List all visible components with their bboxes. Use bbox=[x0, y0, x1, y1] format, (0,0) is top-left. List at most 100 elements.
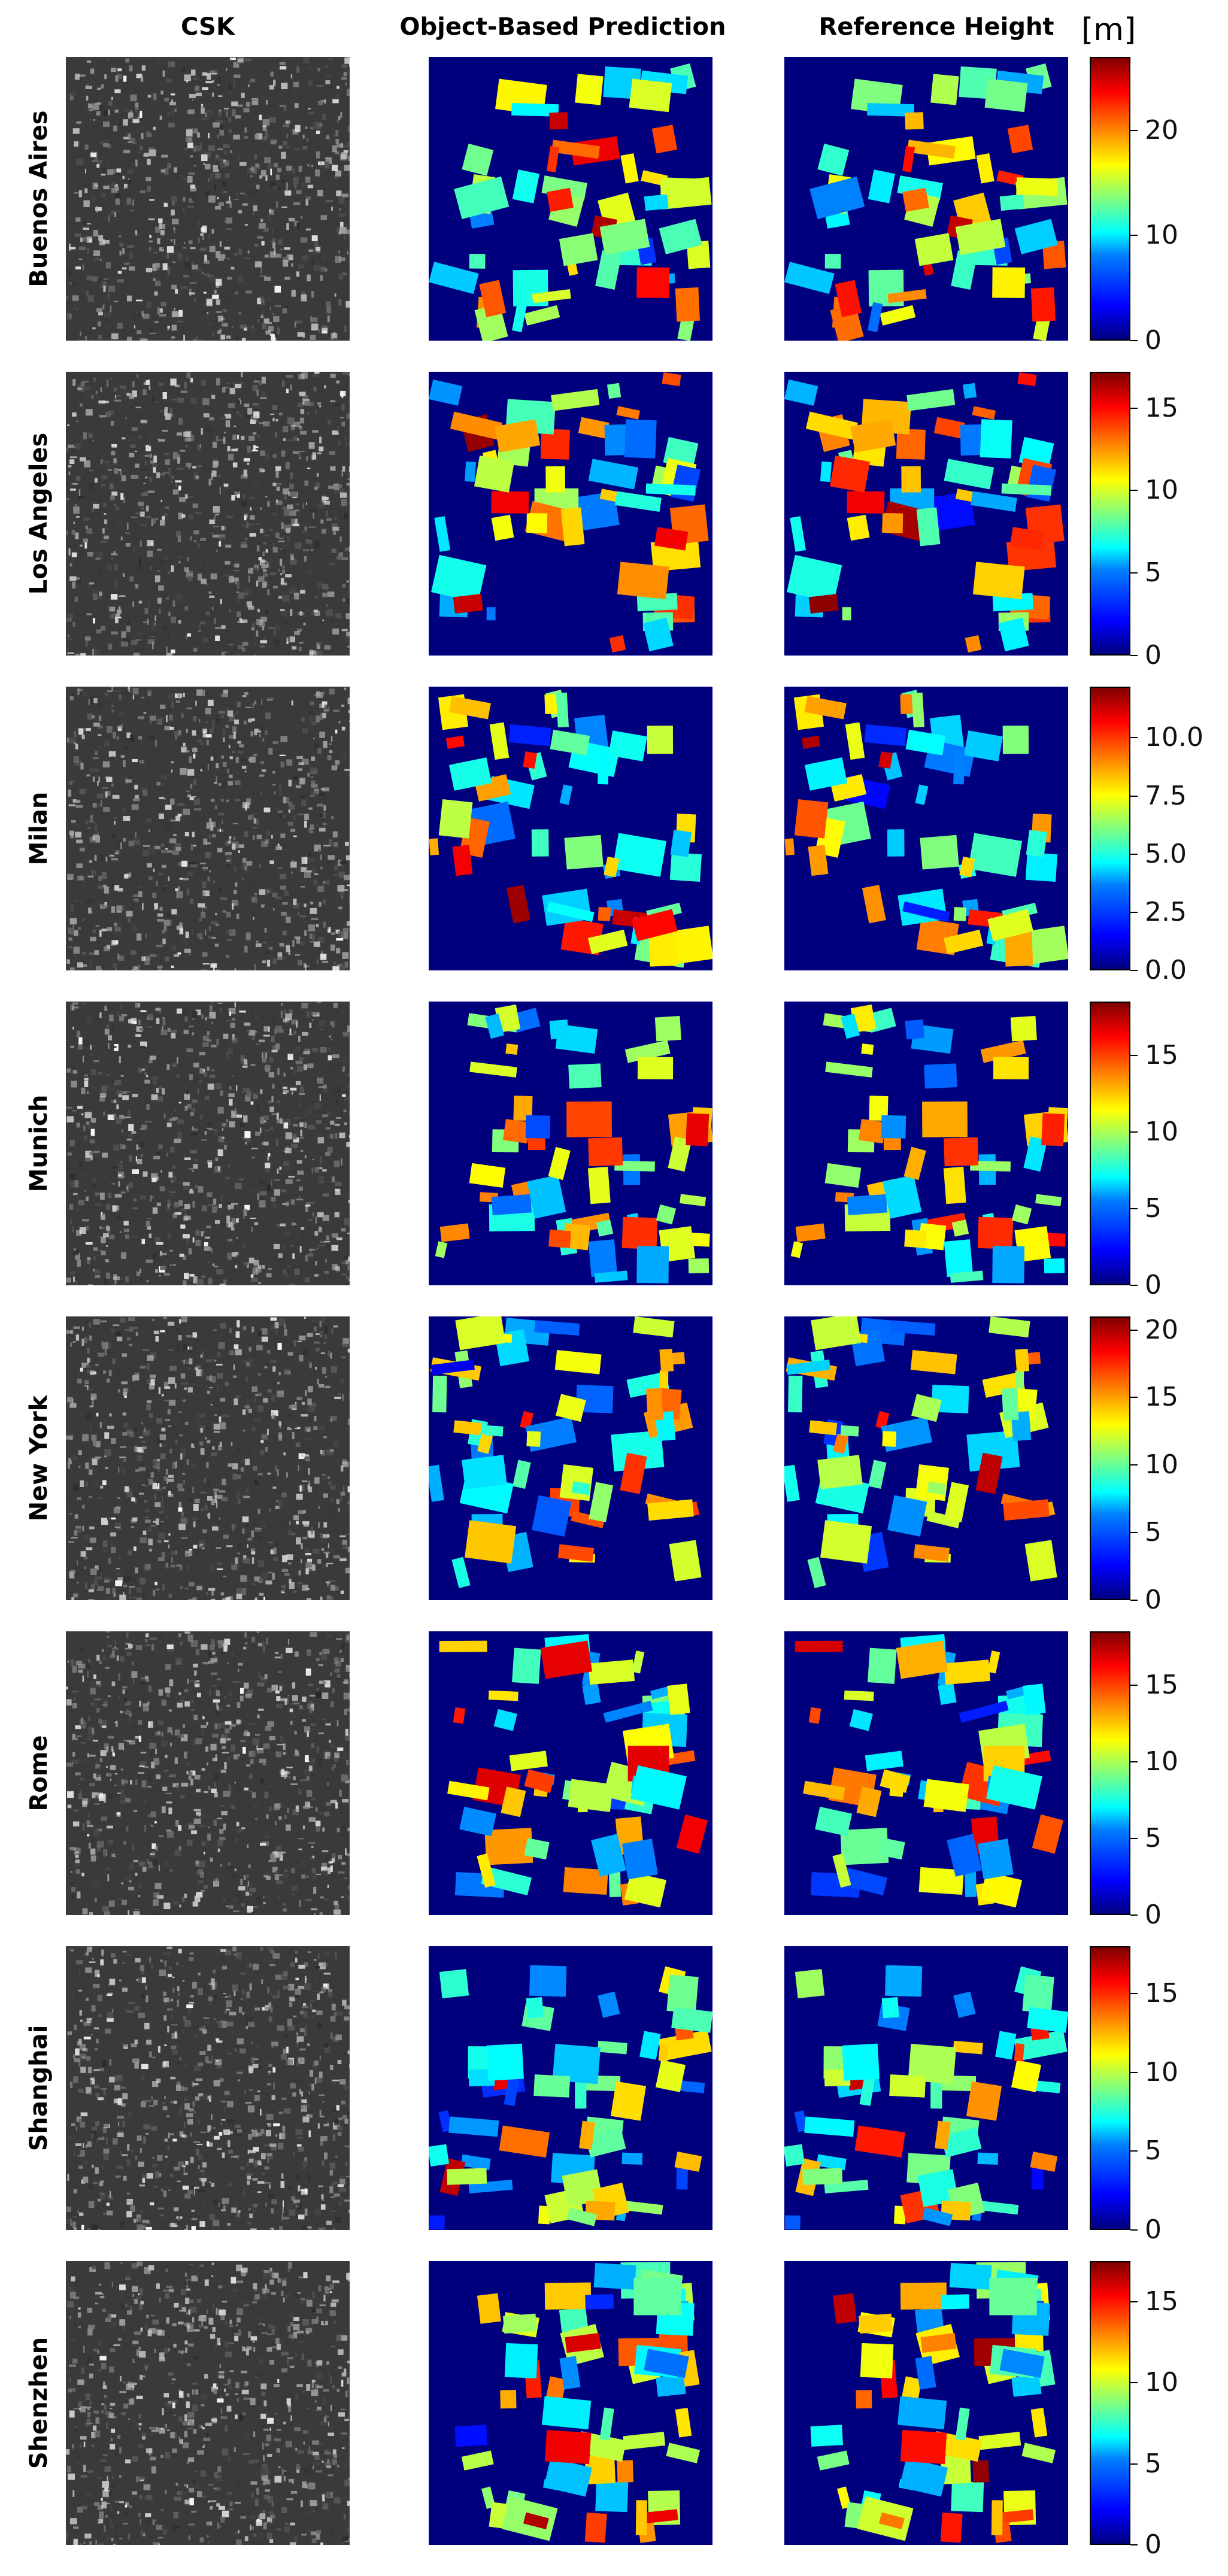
buenos-aires-reference-map bbox=[784, 57, 1068, 341]
tick-label: 0 bbox=[1145, 640, 1162, 670]
tick-label: 0 bbox=[1145, 1900, 1162, 1930]
tick-label: 5 bbox=[1145, 2448, 1162, 2479]
tick-mark bbox=[1130, 340, 1138, 341]
tick-mark bbox=[1130, 655, 1138, 656]
tick-mark bbox=[1130, 490, 1138, 491]
tick-mark bbox=[1130, 1600, 1138, 1601]
tick-mark bbox=[1130, 853, 1138, 855]
tick-label: 10 bbox=[1145, 1116, 1178, 1147]
tick-label: 5 bbox=[1145, 1822, 1162, 1853]
column-header-csk: CSK bbox=[181, 13, 235, 41]
row-label-shanghai: Shanghai bbox=[18, 1946, 60, 2230]
tick-mark bbox=[1130, 2229, 1138, 2231]
tick-label: 0 bbox=[1145, 325, 1162, 356]
row-label-new-york: New York bbox=[18, 1316, 60, 1600]
colorbar-new-york bbox=[1090, 1316, 1130, 1600]
tick-mark bbox=[1130, 795, 1138, 797]
los-angeles-csk-image bbox=[66, 372, 350, 656]
tick-mark bbox=[1130, 1285, 1138, 1286]
colorbar-buenos-aires bbox=[1090, 57, 1130, 341]
tick-label: 5 bbox=[1145, 1517, 1162, 1548]
munich-prediction-map bbox=[429, 1002, 712, 1285]
tick-label: 15 bbox=[1145, 1382, 1178, 1413]
los-angeles-prediction-map bbox=[429, 372, 712, 656]
tick-mark bbox=[1130, 2150, 1138, 2152]
tick-mark bbox=[1130, 1397, 1138, 1398]
tick-label: 10 bbox=[1145, 2056, 1178, 2087]
buenos-aires-csk-image bbox=[66, 57, 350, 341]
row-label-text: Milan bbox=[25, 791, 53, 866]
tick-label: 0 bbox=[1145, 1270, 1162, 1300]
row-label-text: Los Angeles bbox=[25, 432, 53, 595]
tick-mark bbox=[1130, 2463, 1138, 2465]
tick-mark bbox=[1130, 1993, 1138, 1994]
milan-reference-map bbox=[784, 687, 1068, 970]
tick-label: 15 bbox=[1145, 2286, 1178, 2317]
tick-label: 15 bbox=[1145, 1978, 1178, 2008]
tick-label: 10 bbox=[1145, 1746, 1178, 1777]
tick-mark bbox=[1130, 572, 1138, 574]
rome-prediction-map bbox=[429, 1631, 712, 1915]
tick-mark bbox=[1130, 1131, 1138, 1133]
tick-mark bbox=[1130, 407, 1138, 409]
tick-label: 0 bbox=[1145, 2529, 1162, 2560]
colorbar-los-angeles bbox=[1090, 372, 1130, 656]
shenzhen-reference-map bbox=[784, 2261, 1068, 2545]
tick-label: 0 bbox=[1145, 2214, 1162, 2245]
tick-label: 10 bbox=[1145, 475, 1178, 506]
row-label-text: New York bbox=[25, 1395, 53, 1522]
tick-label: 10.0 bbox=[1145, 722, 1203, 753]
shanghai-csk-image bbox=[66, 1946, 350, 2230]
tick-label: 7.5 bbox=[1145, 780, 1187, 811]
shanghai-reference-map bbox=[784, 1946, 1068, 2230]
row-label-shenzhen: Shenzhen bbox=[18, 2261, 60, 2545]
colorbar-rome bbox=[1090, 1631, 1130, 1915]
tick-label: 2.5 bbox=[1145, 896, 1187, 927]
tick-mark bbox=[1130, 1464, 1138, 1466]
tick-label: 0.0 bbox=[1145, 955, 1187, 985]
rome-csk-image bbox=[66, 1631, 350, 1915]
tick-label: 5 bbox=[1145, 557, 1162, 588]
shanghai-prediction-map bbox=[429, 1946, 712, 2230]
munich-reference-map bbox=[784, 1002, 1068, 1285]
shenzhen-prediction-map bbox=[429, 2261, 712, 2545]
row-label-text: Munich bbox=[25, 1094, 53, 1193]
row-label-milan: Milan bbox=[18, 687, 60, 970]
tick-mark bbox=[1130, 2382, 1138, 2384]
shenzhen-csk-image bbox=[66, 2261, 350, 2545]
tick-label: 20 bbox=[1145, 114, 1178, 145]
tick-label: 20 bbox=[1145, 1314, 1178, 1345]
tick-mark bbox=[1130, 2544, 1138, 2545]
colorbar-milan bbox=[1090, 687, 1130, 970]
row-label-rome: Rome bbox=[18, 1631, 60, 1915]
new-york-csk-image bbox=[66, 1316, 350, 1600]
tick-mark bbox=[1130, 235, 1138, 236]
tick-label: 15 bbox=[1145, 1039, 1178, 1070]
tick-mark bbox=[1130, 2071, 1138, 2073]
tick-mark bbox=[1130, 1329, 1138, 1331]
tick-label: 10 bbox=[1145, 1449, 1178, 1480]
tick-label: 15 bbox=[1145, 392, 1178, 423]
tick-mark bbox=[1130, 1761, 1138, 1762]
colorbar-shanghai bbox=[1090, 1946, 1130, 2230]
tick-mark bbox=[1130, 129, 1138, 131]
row-label-munich: Munich bbox=[18, 1002, 60, 1285]
tick-mark bbox=[1130, 1837, 1138, 1839]
tick-mark bbox=[1130, 1684, 1138, 1686]
tick-label: 0 bbox=[1145, 1585, 1162, 1615]
colorbar-shenzhen bbox=[1090, 2261, 1130, 2545]
row-label-text: Shenzhen bbox=[25, 2337, 53, 2469]
tick-label: 15 bbox=[1145, 1669, 1178, 1700]
tick-mark bbox=[1130, 1207, 1138, 1209]
tick-mark bbox=[1130, 1054, 1138, 1056]
row-label-los-angeles: Los Angeles bbox=[18, 372, 60, 656]
colorbar-munich bbox=[1090, 1002, 1130, 1285]
row-label-text: Buenos Aires bbox=[25, 110, 53, 287]
tick-mark bbox=[1130, 1914, 1138, 1916]
tick-mark bbox=[1130, 1532, 1138, 1534]
new-york-reference-map bbox=[784, 1316, 1068, 1600]
tick-label: 5 bbox=[1145, 2135, 1162, 2167]
row-label-text: Shanghai bbox=[25, 2025, 53, 2152]
column-header-reference: Reference Height bbox=[818, 13, 1054, 41]
